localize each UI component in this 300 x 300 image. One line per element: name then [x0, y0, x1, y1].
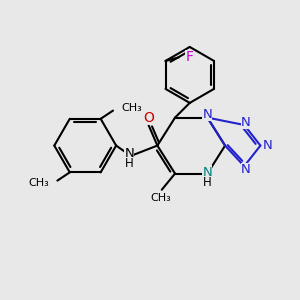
Text: N: N — [241, 116, 250, 128]
Text: H: H — [125, 157, 134, 170]
Text: N: N — [202, 108, 212, 121]
Text: O: O — [143, 111, 154, 124]
Text: H: H — [203, 176, 212, 189]
Text: N: N — [202, 166, 212, 178]
Text: CH₃: CH₃ — [121, 103, 142, 113]
Text: F: F — [185, 50, 193, 64]
Text: CH₃: CH₃ — [28, 178, 49, 188]
Text: N: N — [241, 163, 250, 176]
Text: N: N — [124, 147, 134, 160]
Text: N: N — [263, 139, 273, 152]
Text: CH₃: CH₃ — [150, 193, 171, 203]
